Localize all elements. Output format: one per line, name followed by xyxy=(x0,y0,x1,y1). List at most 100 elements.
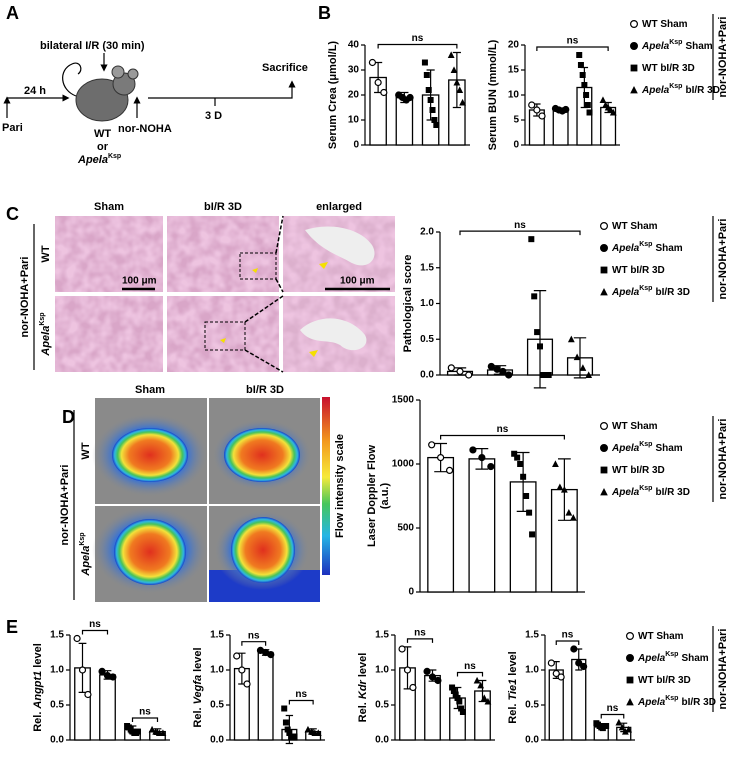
text-part: bI/R 3D xyxy=(685,85,719,96)
y-axis-label: Rel. Kdr level xyxy=(357,653,369,723)
point xyxy=(465,371,473,379)
point xyxy=(434,676,442,685)
significance-label: ns xyxy=(607,703,619,714)
bar xyxy=(99,674,116,741)
significance-label: ns xyxy=(139,707,151,718)
legend-label: ApelaKsp Sham xyxy=(641,39,713,52)
point xyxy=(556,483,564,491)
histology-images xyxy=(55,215,395,373)
histology-image xyxy=(55,216,163,292)
legend-label: ApelaKsp Sham xyxy=(611,441,683,454)
point xyxy=(603,723,610,729)
legend-marker xyxy=(626,698,634,706)
y-tick-label: 30 xyxy=(348,65,360,76)
point xyxy=(569,514,577,521)
significance-bracket xyxy=(456,671,484,677)
point xyxy=(284,726,291,733)
point xyxy=(499,367,507,376)
text-part: Ksp xyxy=(39,312,46,325)
row-label: WT xyxy=(80,442,92,459)
schematic-text: or xyxy=(97,141,109,153)
point xyxy=(528,101,536,109)
y-tick-label: 40 xyxy=(348,40,360,51)
y-tick-label: 10 xyxy=(508,90,520,101)
zoom-box xyxy=(239,252,277,280)
bar xyxy=(468,458,496,593)
point xyxy=(291,733,298,740)
point xyxy=(427,97,434,103)
text-part: level xyxy=(192,647,204,671)
group-label: nor-NOHA+Pari xyxy=(59,465,71,546)
significance-bracket xyxy=(406,638,434,643)
point xyxy=(454,695,461,701)
legend-label: WT bI/R 3D xyxy=(612,265,665,276)
text-part: WT Sham xyxy=(642,19,688,30)
text-part: Apela xyxy=(611,443,640,454)
y-tick-label: 0.0 xyxy=(50,735,64,746)
point xyxy=(520,473,527,480)
text-part: Apela xyxy=(637,697,666,708)
point xyxy=(233,652,241,660)
point xyxy=(403,666,412,674)
point xyxy=(314,729,322,736)
point xyxy=(576,52,583,58)
y-tick-label: 15 xyxy=(508,65,520,76)
point xyxy=(456,698,463,705)
point xyxy=(583,92,590,98)
y-axis-label: Laser Doppler Flow xyxy=(366,445,378,548)
point xyxy=(526,509,533,516)
legend-marker xyxy=(599,444,608,453)
significance-bracket xyxy=(555,640,580,645)
point xyxy=(456,86,464,93)
panel-label: B xyxy=(318,3,331,23)
text-part: Kdr xyxy=(357,679,369,699)
bar xyxy=(424,674,441,741)
significance-label: ns xyxy=(295,689,307,700)
point xyxy=(478,454,486,462)
point xyxy=(148,725,156,733)
legend-marker xyxy=(626,676,634,684)
panel-label: A xyxy=(6,3,19,23)
zoom-line xyxy=(244,215,284,373)
point xyxy=(511,450,518,457)
histology-image xyxy=(55,296,163,372)
legend-label: ApelaKsp Sham xyxy=(611,241,683,254)
point xyxy=(599,96,607,103)
legend-marker xyxy=(599,422,608,431)
point xyxy=(469,446,477,454)
doppler-kidney xyxy=(114,519,186,585)
text-part: Vegfa xyxy=(192,675,204,705)
point xyxy=(538,112,546,120)
schematic-text: ApelaKsp xyxy=(77,153,121,166)
point xyxy=(73,634,81,643)
group-label: nor-NOHA+Pari xyxy=(717,219,729,300)
significance-label: ns xyxy=(562,630,574,641)
legend-label: ApelaKsp bI/R 3D xyxy=(637,695,716,708)
legend-label: WT Sham xyxy=(642,19,688,30)
text-part: WT Sham xyxy=(638,631,684,642)
text-part: WT Sham xyxy=(612,221,658,232)
text-part: WT bI/R 3D xyxy=(638,675,691,686)
bar xyxy=(571,658,587,741)
row-label: ApelaKsp xyxy=(39,312,52,356)
schematic-text: WT xyxy=(94,128,111,140)
text-part: Angpt1 xyxy=(32,671,44,710)
point xyxy=(473,676,481,684)
y-tick-label: 0.0 xyxy=(420,370,434,381)
point xyxy=(281,705,288,712)
y-tick-label: 20 xyxy=(508,40,520,51)
point xyxy=(517,461,524,467)
y-tick-label: 1000 xyxy=(392,459,415,470)
point xyxy=(484,697,492,705)
text-part: Apela xyxy=(611,287,640,298)
point xyxy=(579,72,586,78)
y-tick-label: 0.5 xyxy=(420,334,434,345)
significance-bracket xyxy=(459,230,581,236)
point xyxy=(505,371,513,379)
text-part: Apela xyxy=(641,41,670,52)
point xyxy=(98,667,106,676)
text-part: Sham xyxy=(655,243,682,254)
significance-bracket xyxy=(536,46,609,51)
group-label: nor-NOHA+Pari xyxy=(717,629,729,710)
